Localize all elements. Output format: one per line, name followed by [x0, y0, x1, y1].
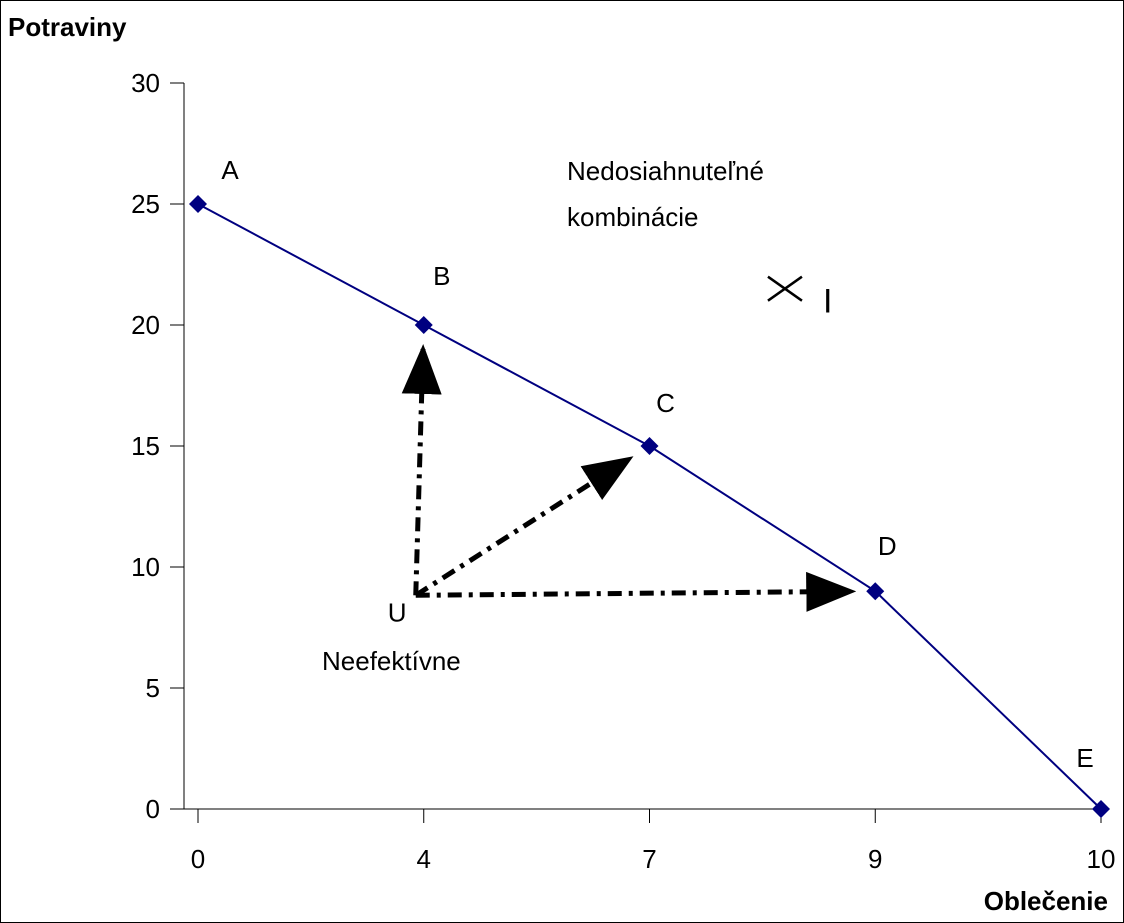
- x-tick-label: 10: [1087, 844, 1116, 874]
- y-tick-label: 25: [131, 189, 160, 219]
- data-point-marker: [640, 437, 659, 455]
- arrow-u-to-c: [414, 456, 634, 598]
- point-label: A: [221, 155, 239, 185]
- x-tick-label: 7: [642, 844, 656, 874]
- inefficient-label: Neefektívne: [322, 646, 461, 676]
- y-tick-label: 10: [131, 552, 160, 582]
- data-point-marker: [414, 316, 433, 334]
- point-i-cross: [767, 275, 803, 302]
- point-label: E: [1076, 743, 1093, 773]
- y-tick-label: 30: [131, 68, 160, 98]
- x-tick-label: 0: [191, 844, 205, 874]
- data-point-marker: [866, 582, 885, 601]
- y-tick-label: 0: [146, 794, 160, 824]
- x-tick-label: 9: [868, 844, 882, 874]
- data-point-marker: [1092, 800, 1110, 818]
- y-tick-label: 5: [146, 673, 160, 703]
- y-axis-title: Potraviny: [8, 12, 127, 42]
- series-line: [197, 203, 1102, 810]
- x-axis-title: Oblečenie: [984, 886, 1108, 916]
- y-tick-label: 20: [131, 310, 160, 340]
- unattainable-label-line2: kombinácie: [567, 202, 699, 232]
- point-u-label: U: [388, 597, 407, 627]
- arrow-u-to-b: [401, 343, 442, 596]
- point-label: B: [433, 261, 450, 291]
- unattainable-label-line1: Nedosiahnuteľné: [567, 156, 764, 186]
- data-point-marker: [189, 195, 207, 213]
- point-label: D: [878, 531, 897, 561]
- y-tick-label: 15: [131, 431, 160, 461]
- arrow-u-to-d: [415, 571, 857, 612]
- x-tick-label: 4: [417, 844, 431, 874]
- point-i-label: I: [823, 283, 832, 321]
- point-label: C: [656, 388, 675, 418]
